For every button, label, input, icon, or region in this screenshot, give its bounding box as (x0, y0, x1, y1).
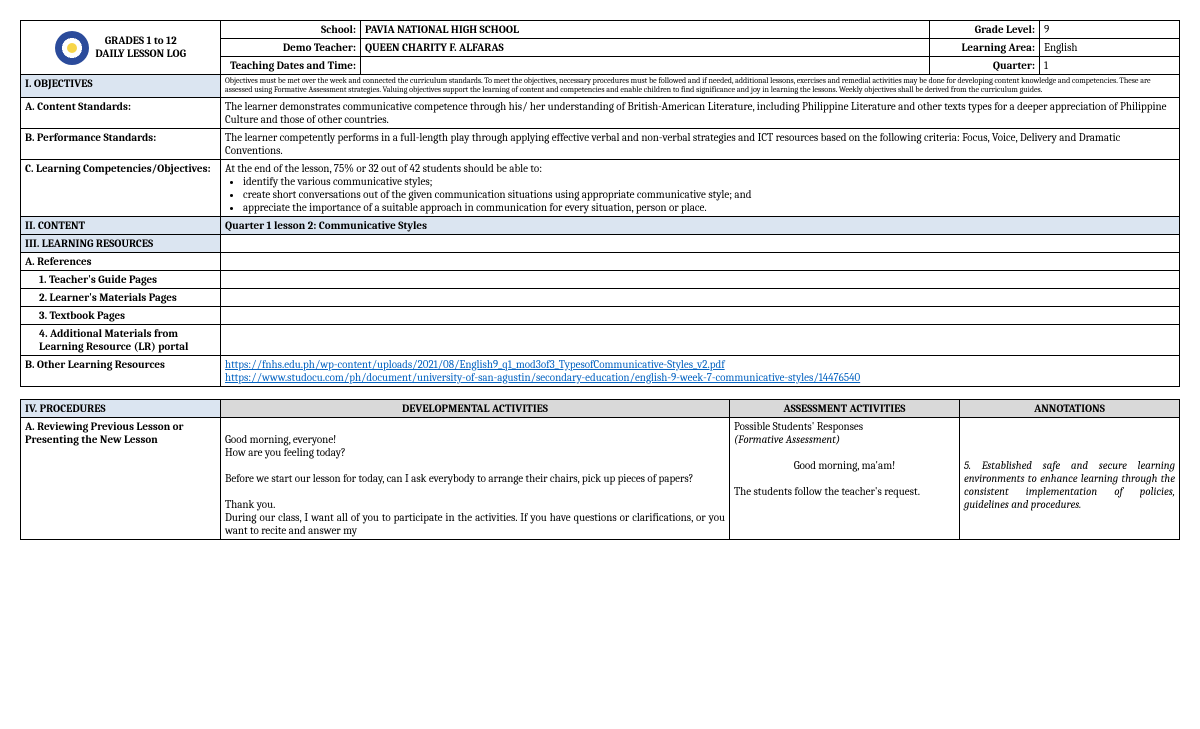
dll-label: DAILY LESSON LOG (95, 47, 186, 60)
competency-bullet: create short conversations out of the gi… (243, 188, 1175, 201)
competency-bullet: appreciate the importance of a suitable … (243, 201, 1175, 214)
textbook-blank (221, 306, 1180, 324)
deped-logo (55, 31, 89, 65)
objectives-heading: I. OBJECTIVES (21, 75, 221, 98)
assess-line: The students follow the teacher's reques… (734, 485, 955, 498)
assess-line: Good morning, ma'am! (734, 459, 955, 472)
learning-area-value: English (1040, 39, 1180, 57)
resource-link-1[interactable]: https://fnhs.edu.ph/wp-content/uploads/2… (225, 358, 725, 371)
performance-standards-label: B. Performance Standards: (21, 128, 221, 159)
developmental-heading: DEVELOPMENTAL ACTIVITIES (221, 399, 730, 417)
quarter-label: Quarter: (930, 57, 1040, 75)
references-blank (221, 252, 1180, 270)
developmental-cell: Good morning, everyone! How are you feel… (221, 417, 730, 539)
assess-line: Possible Students' Responses (734, 420, 955, 433)
dev-line: Thank you. (225, 498, 725, 511)
annotations-heading: ANNOTATIONS (960, 399, 1180, 417)
other-resources-cell: https://fnhs.edu.ph/wp-content/uploads/2… (221, 355, 1180, 386)
other-resources-label: B. Other Learning Resources (21, 355, 221, 386)
annotation-text: Established safe and secure learning env… (964, 459, 1175, 511)
competencies-intro: At the end of the lesson, 75% or 32 out … (225, 162, 1175, 175)
dev-line: During our class, I want all of you to p… (225, 511, 725, 537)
assessment-cell: Possible Students' Responses (Formative … (730, 417, 960, 539)
lesson-log-main-table: GRADES 1 to 12 DAILY LESSON LOG School: … (20, 20, 1180, 387)
additional-materials-blank (221, 324, 1180, 355)
resources-heading: III. LEARNING RESOURCES (21, 234, 221, 252)
learners-materials-label: 2. Learner's Materials Pages (21, 288, 221, 306)
competency-bullet: identify the various communicative style… (243, 175, 1175, 188)
references-label: A. References (21, 252, 221, 270)
quarter-value: 1 (1040, 57, 1180, 75)
procedures-heading: IV. PROCEDURES (21, 399, 221, 417)
assess-line: (Formative Assessment) (734, 433, 955, 446)
content-standards-label: A. Content Standards: (21, 97, 221, 128)
content-standards-text: The learner demonstrates communicative c… (221, 97, 1180, 128)
grade-level-label: Grade Level: (930, 21, 1040, 39)
grade-level-value: 9 (1040, 21, 1180, 39)
textbook-label: 3. Textbook Pages (21, 306, 221, 324)
content-heading: II. CONTENT (21, 216, 221, 234)
dev-line: Good morning, everyone! (225, 433, 725, 446)
grades-label: GRADES 1 to 12 (105, 34, 177, 47)
learning-competencies-label: C. Learning Competencies/Objectives: (21, 159, 221, 216)
assessment-heading: ASSESSMENT ACTIVITIES (730, 399, 960, 417)
learning-competencies-cell: At the end of the lesson, 75% or 32 out … (221, 159, 1180, 216)
dev-line: How are you feeling today? (225, 446, 725, 459)
teacher-value: QUEEN CHARITY F. ALFARAS (361, 39, 930, 57)
objectives-note: Objectives must be met over the week and… (221, 75, 1180, 98)
procedure-a-label: A. Reviewing Previous Lesson or Presenti… (21, 417, 221, 539)
school-value: PAVIA NATIONAL HIGH SCHOOL (361, 21, 930, 39)
annotation-item: 5. Established safe and secure learning … (964, 459, 1175, 511)
teachers-guide-blank (221, 270, 1180, 288)
header-title-cell: GRADES 1 to 12 DAILY LESSON LOG (21, 21, 221, 75)
school-label: School: (221, 21, 361, 39)
learning-area-label: Learning Area: (930, 39, 1040, 57)
teacher-label: Demo Teacher: (221, 39, 361, 57)
annotation-number: 5. (964, 459, 971, 472)
dates-label: Teaching Dates and Time: (221, 57, 361, 75)
performance-standards-text: The learner competently performs in a fu… (221, 128, 1180, 159)
teachers-guide-label: 1. Teacher's Guide Pages (21, 270, 221, 288)
procedures-table: IV. PROCEDURES DEVELOPMENTAL ACTIVITIES … (20, 399, 1180, 540)
resource-link-2[interactable]: https://www.studocu.com/ph/document/univ… (225, 371, 860, 384)
dates-value (361, 57, 930, 75)
content-text: Quarter 1 lesson 2: Communicative Styles (221, 216, 1180, 234)
resources-blank (221, 234, 1180, 252)
learners-materials-blank (221, 288, 1180, 306)
additional-materials-label: 4. Additional Materials from Learning Re… (21, 324, 221, 355)
dev-line: Before we start our lesson for today, ca… (225, 472, 725, 485)
annotations-cell: 5. Established safe and secure learning … (960, 417, 1180, 539)
